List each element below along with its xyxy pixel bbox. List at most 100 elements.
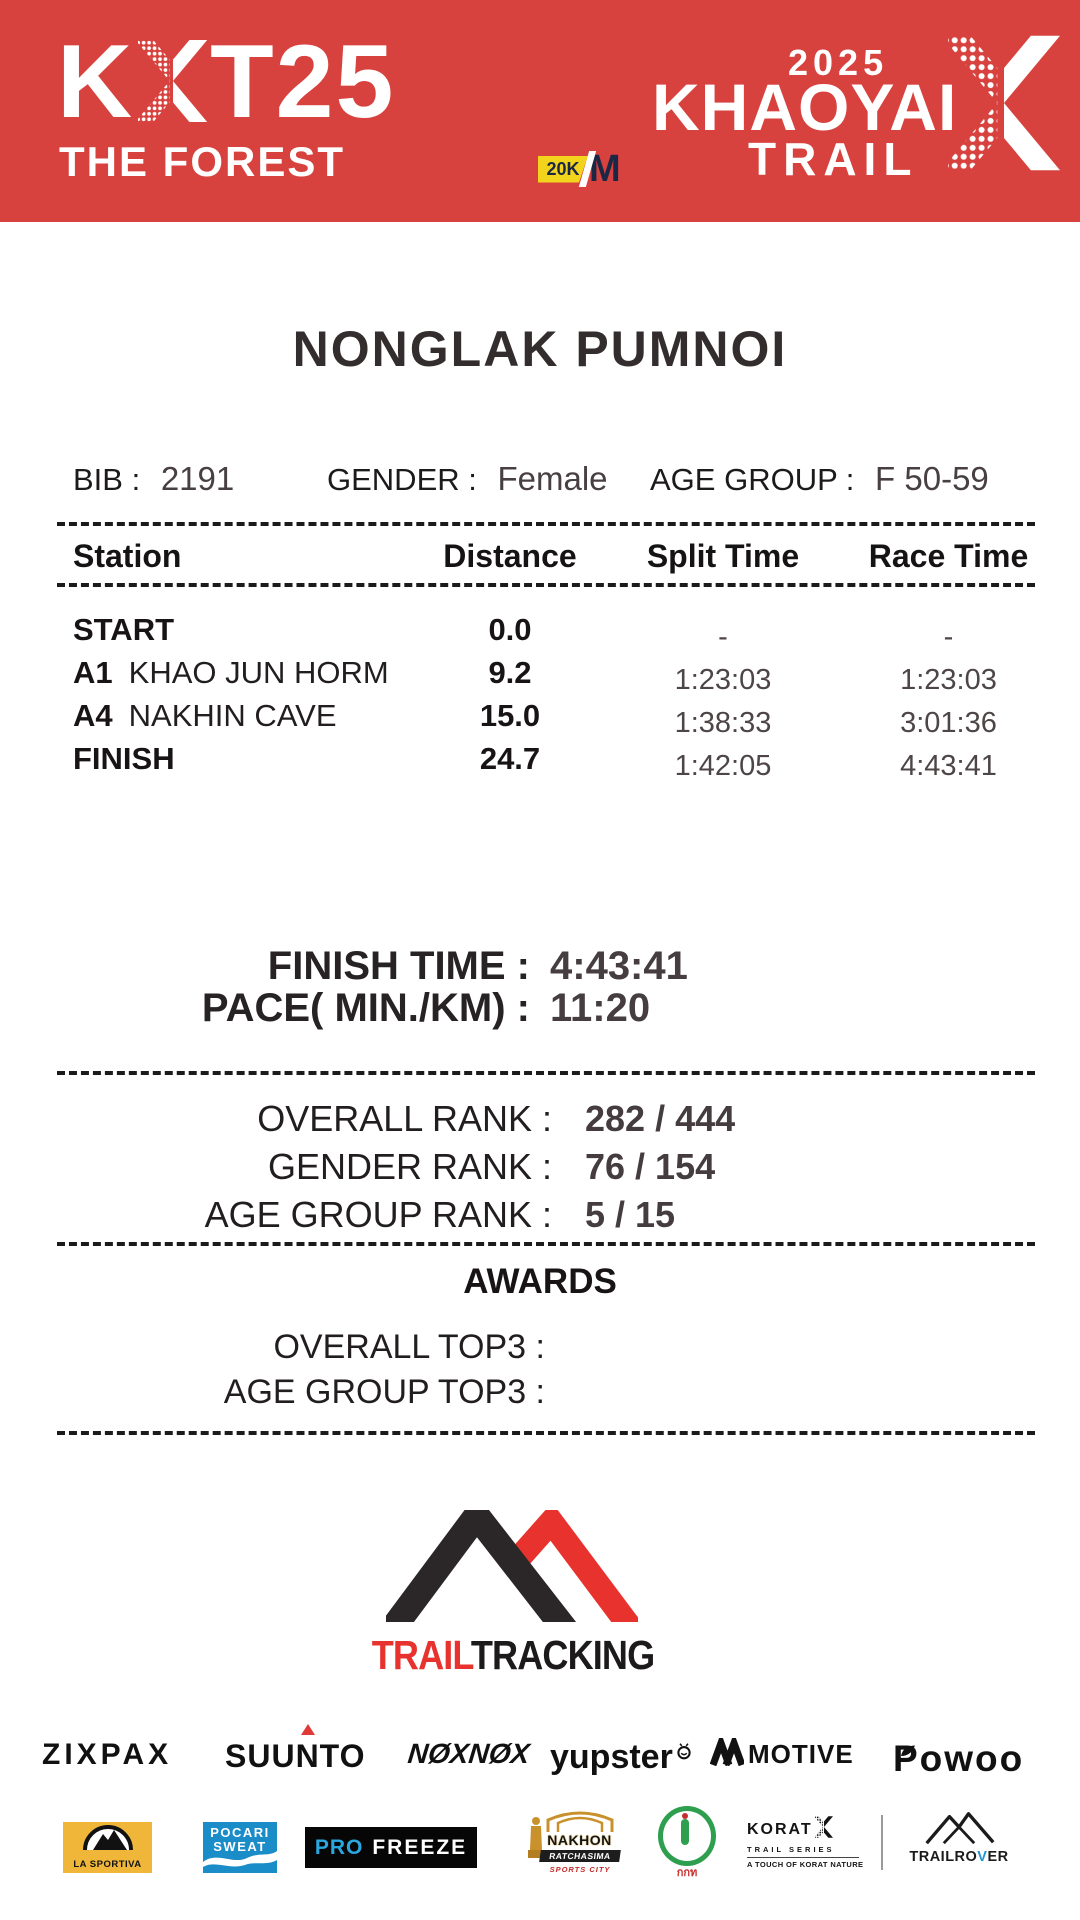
race-time-cell: - — [943, 621, 954, 653]
col-race-time: Race Time — [868, 538, 1029, 574]
pace-label: PACE( MIN./KM) : — [201, 986, 530, 1030]
dashed-divider — [57, 522, 1035, 526]
distance-badge: 20K M — [538, 150, 621, 188]
suunto-wordmark: SUUNTO — [225, 1738, 366, 1774]
split-time-cell: 1:42:05 — [674, 750, 772, 782]
race-time-cell: 1:23:03 — [900, 664, 997, 696]
trailrover-wordmark: TRAILROVER — [907, 1849, 1011, 1865]
korat-divider — [747, 1857, 859, 1858]
age-group-label: AGE GROUP : — [650, 462, 855, 497]
awards-title: AWARDS — [463, 1262, 617, 1301]
yupster-smiley-icon — [675, 1730, 693, 1769]
event-logo-t25: T25 — [210, 24, 396, 140]
powoo-wordmark: Powoo — [893, 1738, 1025, 1779]
station-prefix: A4 — [73, 698, 113, 733]
col-split-time: Split Time — [646, 538, 800, 574]
trailtracking-mountain-icon — [378, 1493, 645, 1642]
la-sportiva-wordmark: LA SPORTIVA — [73, 1859, 142, 1870]
station-prefix: START — [73, 612, 175, 647]
runner-meta-row: BIB : 2191 GENDER : Female AGE GROUP : F… — [0, 460, 1080, 502]
gender-group: GENDER : Female — [327, 460, 608, 498]
korat-wordmark: KORAT — [747, 1820, 813, 1838]
powoo-leaf-icon — [899, 1725, 917, 1767]
finish-time-row: FINISH TIME : 4:43:41 — [0, 944, 1080, 992]
gender-rank-value: 76 / 154 — [585, 1146, 716, 1187]
korat-x-icon — [813, 1815, 833, 1844]
runner-name: NONGLAK PUMNOI — [292, 321, 788, 377]
overall-rank-row: OVERALL RANK : 282 / 444 — [0, 1098, 1080, 1142]
age-group-rank-value: 5 / 15 — [585, 1194, 676, 1235]
split-time-cell: 1:38:33 — [674, 707, 772, 739]
brand-khaoyai: KHAOYAI — [652, 70, 958, 144]
dotted-x-icon — [135, 40, 208, 127]
age-group-top3-row: AGE GROUP TOP3 : — [0, 1373, 1080, 1415]
split-time-cell: 1:23:03 — [674, 664, 772, 696]
sponsor-suunto: SUUNTO — [225, 1724, 366, 1775]
sponsor-divider — [881, 1815, 883, 1870]
brand-trail: TRAIL — [748, 133, 919, 185]
age-group-rank-row: AGE GROUP RANK : 5 / 15 — [0, 1194, 1080, 1238]
overall-rank-label: OVERALL RANK : — [257, 1098, 552, 1139]
race-time-cell: 3:01:36 — [900, 707, 997, 739]
bib-group: BIB : 2191 — [73, 460, 234, 498]
sponsor-la-sportiva: LA SPORTIVA — [63, 1822, 152, 1873]
sponsor-nakhon-ratchasima: NAKHON RATCHASIMA SPORTS CITY — [526, 1810, 623, 1877]
gender-rank-row: GENDER RANK : 76 / 154 — [0, 1146, 1080, 1190]
pocari-line2: SWEAT — [213, 1838, 267, 1854]
trailtracking-word-tracking: TRACKING — [470, 1632, 655, 1678]
split-time-cell: - — [718, 621, 728, 653]
station-cell: A1 KHAO JUN HORM — [73, 655, 389, 691]
sponsor-powoo: Powoo — [893, 1738, 1024, 1780]
gender-rank-label: GENDER RANK : — [267, 1146, 552, 1187]
sponsor-noxnox: NØXNØX — [406, 1738, 532, 1769]
distance-badge-box: 20K — [538, 155, 588, 183]
emblem-wreath-icon — [658, 1806, 716, 1866]
finish-time-label: FINISH TIME : — [267, 944, 530, 988]
finish-time-value: 4:43:41 — [550, 944, 688, 988]
nakhon-line3: SPORTS CITY — [549, 1865, 611, 1874]
distance-cell: 15.0 — [479, 698, 541, 733]
trailrover-pre: TRAILRO — [909, 1849, 978, 1865]
sponsor-pro-freeze: PRO FREEZE — [305, 1827, 477, 1868]
sponsor-pocari-sweat: POCARI SWEAT — [203, 1822, 277, 1873]
gender-label: GENDER : — [327, 462, 477, 497]
pace-value: 11:20 — [550, 986, 651, 1030]
la-sportiva-mountain-icon — [82, 1825, 133, 1851]
race-time-cell: 4:43:41 — [900, 750, 997, 782]
table-row: A1 KHAO JUN HORM 9.2 1:23:03 1:23:03 — [0, 655, 1080, 699]
trailrover-post: ER — [987, 1849, 1009, 1865]
event-subtitle: THE FOREST — [59, 138, 346, 185]
dashed-divider — [57, 1242, 1035, 1246]
gender-value: Female — [497, 460, 608, 497]
trailtracking-wordmark: TRAILTRACKING — [62, 1632, 965, 1679]
sponsor-motive: MOTIVE — [709, 1732, 854, 1771]
table-row: FINISH 24.7 1:42:05 4:43:41 — [0, 741, 1080, 785]
nakhon-statue-icon — [528, 1816, 544, 1865]
event-logo: K T25 — [57, 30, 395, 134]
station-prefix: A1 — [73, 655, 113, 690]
korat-top-row: KORAT — [747, 1815, 867, 1844]
sponsor-sat-emblem: กกท — [654, 1806, 720, 1880]
nakhon-line1: NAKHON — [547, 1832, 612, 1848]
trailrover-v: V — [977, 1849, 988, 1865]
overall-rank-value: 282 / 444 — [585, 1098, 736, 1139]
results-table-header: Station Distance Split Time Race Time — [0, 538, 1080, 574]
col-distance: Distance — [443, 538, 577, 574]
motive-chevrons-icon — [709, 1732, 746, 1771]
sponsor-korat-trail-series: KORAT TRAIL SERIES A TOUCH OF KORAT NATU… — [747, 1815, 867, 1872]
distance-cell: 24.7 — [479, 741, 541, 776]
bib-label: BIB : — [73, 462, 141, 497]
suunto-triangle-icon — [301, 1724, 315, 1735]
korat-subtitle: TRAIL SERIES — [747, 1845, 835, 1854]
distance-badge-label: 20K — [546, 158, 580, 179]
station-cell: A4 NAKHIN CAVE — [73, 698, 337, 734]
trailrover-mountain-icon — [925, 1812, 995, 1845]
pro-freeze-pro: PRO — [314, 1835, 364, 1859]
event-banner: K T25 THE FOREST 20K — [0, 0, 1080, 222]
nakhon-gate-icon — [544, 1810, 616, 1837]
nakhon-line2: RATCHASIMA — [539, 1850, 621, 1862]
age-group-rank-label: AGE GROUP RANK : — [204, 1194, 552, 1235]
motive-wordmark: MOTIVE — [748, 1739, 854, 1769]
distance-cell: 0.0 — [488, 612, 532, 647]
